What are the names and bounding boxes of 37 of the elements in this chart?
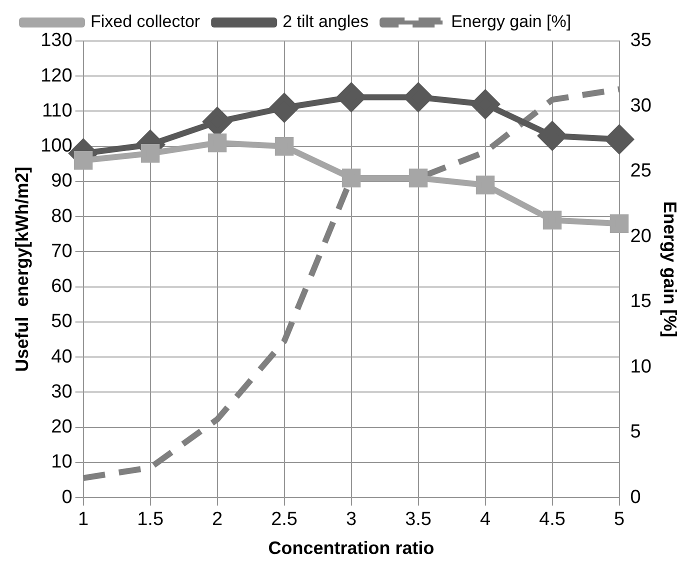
y-tick-label: 30 xyxy=(51,381,72,402)
y-tick-label: 100 xyxy=(40,136,72,157)
y-axis-title: Useful energy[kWh/m2] xyxy=(12,166,32,372)
y-tick-label: 90 xyxy=(51,170,72,192)
x-tick-label: 2.5 xyxy=(271,509,298,530)
y2-tick-label: 15 xyxy=(630,291,652,312)
y2-tick-label: 20 xyxy=(630,226,652,247)
x-tick-label: 4 xyxy=(480,509,491,530)
y-tick-label: 20 xyxy=(51,416,72,438)
x-tick-label: 5 xyxy=(614,509,625,530)
x-tick-label: 2 xyxy=(212,509,223,530)
y2-tick-label: 35 xyxy=(630,30,652,52)
y2-tick-label: 5 xyxy=(630,422,641,443)
y2-tick-label: 30 xyxy=(630,95,652,116)
x-tick-label: 1.5 xyxy=(137,509,164,530)
legend-label: Fixed collector xyxy=(90,12,200,32)
x-tick-label: 3 xyxy=(346,509,357,530)
y2-tick-label: 25 xyxy=(630,160,652,182)
y2-tick-label: 0 xyxy=(630,486,641,508)
x-tick-label: 3.5 xyxy=(405,509,432,530)
y-tick-label: 130 xyxy=(40,30,72,52)
x-axis-title: Concentration ratio xyxy=(268,538,434,558)
legend-label: 2 tilt angles xyxy=(282,12,369,32)
y-tick-label: 50 xyxy=(51,311,72,332)
y-tick-label: 70 xyxy=(51,240,72,262)
y-tick-label: 120 xyxy=(40,65,72,86)
legend-label: Energy gain [%] xyxy=(451,12,572,32)
y-tick-label: 80 xyxy=(51,206,72,227)
x-tick-label: 4.5 xyxy=(539,509,566,530)
y2-axis-title: Energy gain [%] xyxy=(660,201,680,338)
y-tick-label: 60 xyxy=(51,276,72,298)
y-tick-label: 10 xyxy=(51,452,72,473)
y-tick-label: 0 xyxy=(62,486,72,508)
y-tick-label: 40 xyxy=(51,346,72,368)
y-tick-label: 110 xyxy=(42,100,72,122)
x-tick-label: 1 xyxy=(78,509,89,530)
y2-tick-label: 10 xyxy=(630,356,652,378)
